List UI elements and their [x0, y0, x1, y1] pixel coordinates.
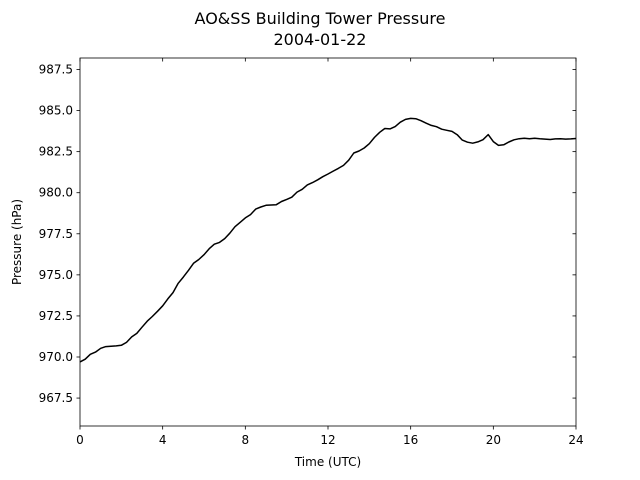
x-tick-label: 16 — [403, 433, 418, 447]
x-tick-label: 20 — [486, 433, 501, 447]
axis-tick-labels: 0 4 8 12 16 20 24 967.5 970.0 972.5 975.0 977.5 980.… — [39, 63, 584, 448]
series-line-pressure — [79, 117, 577, 363]
y-tick-label: 985.0 — [39, 104, 73, 118]
y-tick-label: 980.0 — [39, 186, 73, 200]
y-tick-label: 972.5 — [39, 309, 73, 323]
y-tick-label: 987.5 — [39, 63, 73, 77]
chart-title: AO&SS Building Tower Pressure — [195, 9, 446, 28]
x-tick-label: 4 — [159, 433, 167, 447]
x-tick-label: 12 — [320, 433, 335, 447]
y-tick-label: 977.5 — [39, 227, 73, 241]
x-axis-label: Time (UTC) — [294, 455, 361, 469]
plot-area-frame — [79, 57, 577, 427]
x-tick-label: 24 — [568, 433, 583, 447]
x-tick-label: 0 — [76, 433, 84, 447]
y-tick-label: 967.5 — [39, 391, 73, 405]
y-axis-label: Pressure (hPa) — [10, 199, 24, 285]
x-tick-label: 8 — [242, 433, 250, 447]
y-tick-label: 970.0 — [39, 350, 73, 364]
y-tick-label: 982.5 — [39, 145, 73, 159]
chart-subtitle: 2004-01-22 — [274, 30, 367, 49]
y-tick-label: 975.0 — [39, 268, 73, 282]
